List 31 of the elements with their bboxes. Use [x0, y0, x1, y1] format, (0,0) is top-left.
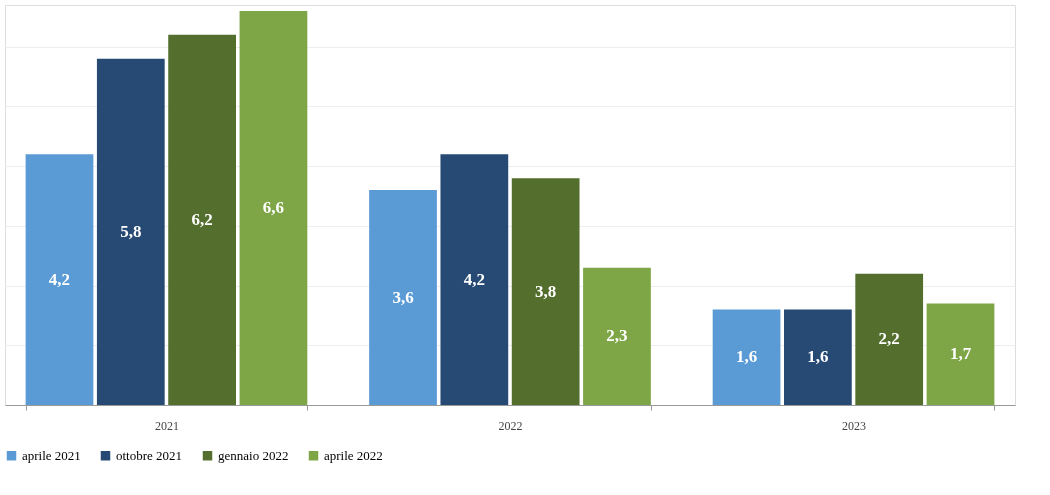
- data-label: 2,3: [606, 326, 628, 346]
- bar: [712, 309, 781, 405]
- data-label: 2,2: [878, 329, 900, 349]
- legend-label: aprile 2021: [22, 447, 81, 463]
- bar: [926, 303, 995, 405]
- data-label: 6,2: [191, 209, 213, 229]
- data-label: 5,8: [120, 221, 142, 241]
- data-label: 1,7: [949, 344, 972, 364]
- bar: [583, 267, 651, 405]
- data-label: 1,6: [807, 347, 829, 367]
- bar: [239, 10, 308, 405]
- bar: [25, 154, 94, 405]
- x-tick-label: 2023: [842, 418, 867, 433]
- bar: [440, 154, 509, 405]
- bar: [855, 273, 924, 405]
- data-label: 3,6: [392, 287, 414, 307]
- bar: [168, 34, 236, 405]
- bar: [784, 309, 852, 405]
- x-tick-label: 2022: [498, 418, 523, 433]
- legend-label: ottobre 2021: [116, 447, 183, 463]
- x-tick-label: 2021: [154, 418, 179, 433]
- data-label: 1,6: [735, 347, 758, 367]
- data-label: 4,2: [463, 269, 485, 289]
- legend-label: aprile 2022: [324, 447, 383, 463]
- legend-label: gennaio 2022: [218, 447, 289, 463]
- bar: [96, 58, 165, 405]
- data-label: 3,8: [535, 281, 557, 301]
- bar: [369, 190, 437, 405]
- bar: [511, 178, 580, 405]
- data-label: 6,6: [262, 197, 285, 217]
- data-label: 4,2: [48, 269, 71, 289]
